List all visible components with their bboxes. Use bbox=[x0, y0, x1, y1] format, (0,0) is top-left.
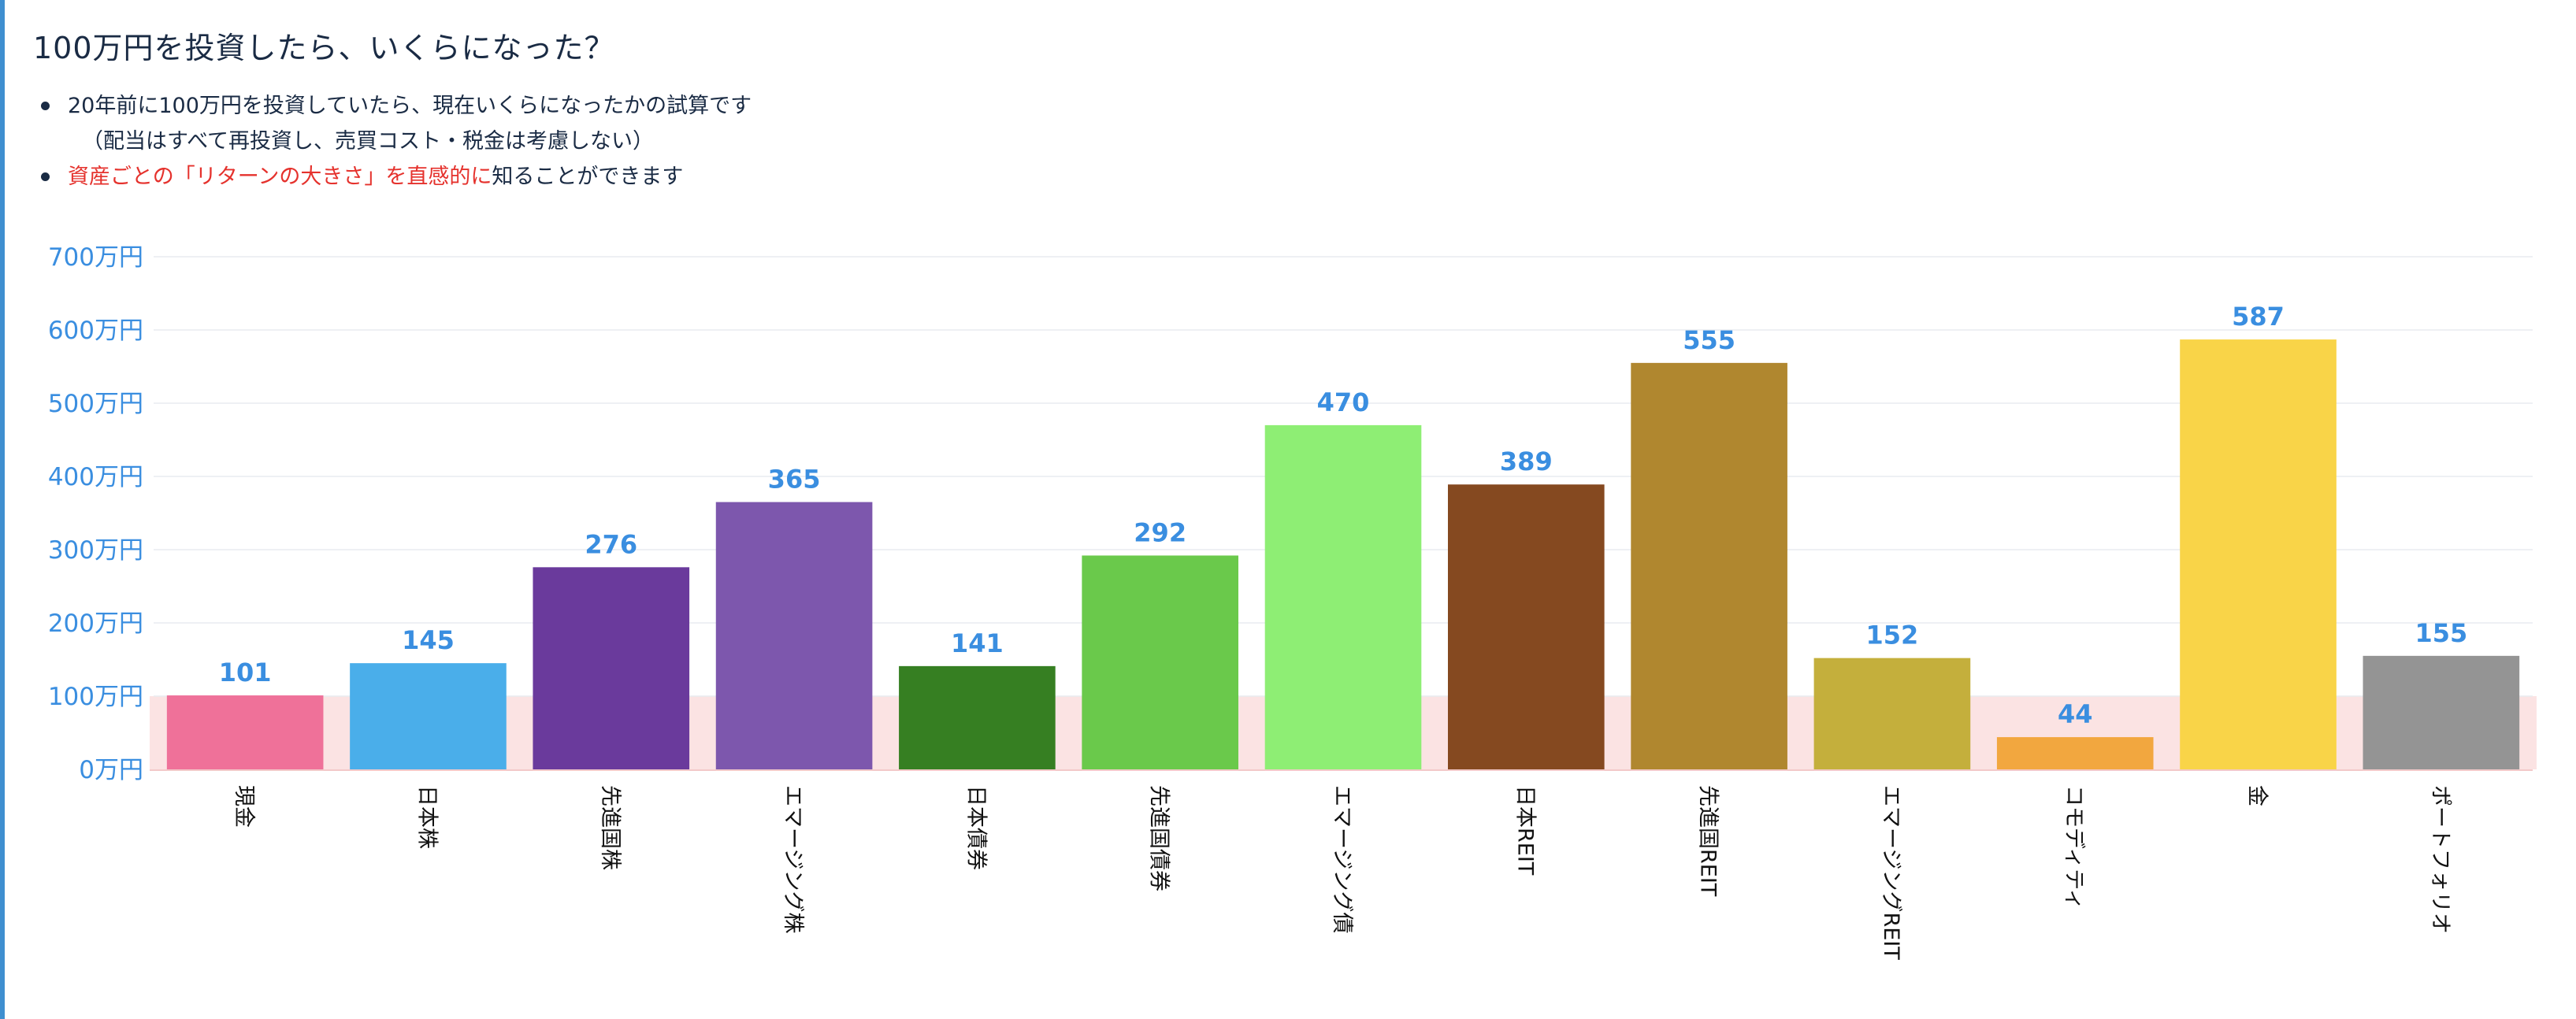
x-tick-label: エマージング株 bbox=[781, 785, 805, 933]
y-tick-label: 400万円 bbox=[48, 463, 143, 491]
x-tick-label: 先進国株 bbox=[598, 785, 622, 870]
bar bbox=[1813, 658, 1971, 769]
x-tick-label: 金 bbox=[2245, 785, 2270, 806]
data-label: 101 bbox=[219, 658, 272, 687]
data-label-layer: 101 145 276 365 141 292 470 389 555 152 44 587 155 bbox=[219, 302, 2467, 729]
data-label: 155 bbox=[2415, 618, 2467, 648]
y-tick-label: 200万円 bbox=[48, 610, 143, 638]
left-accent-rule bbox=[0, 0, 5, 1019]
x-tick-label: 先進国REIT bbox=[1696, 785, 1720, 897]
bar bbox=[2363, 655, 2520, 769]
y-tick-label: 0万円 bbox=[79, 756, 143, 784]
x-tick-label: エマージング債 bbox=[1330, 785, 1354, 933]
x-tick-label: 現金 bbox=[232, 785, 256, 828]
x-tick-label: 日本REIT bbox=[1513, 785, 1537, 876]
x-axis-tick-layer: 現金 日本株 先進国株 エマージング株 日本債券 先進国債券 エマージング債 日本REIT 先進… bbox=[232, 785, 2452, 960]
note-highlight-text: 資産ごとの「リターンの大きさ」を直感的に bbox=[68, 165, 492, 189]
bar bbox=[166, 695, 324, 769]
x-tick-label: 日本株 bbox=[414, 785, 439, 849]
y-tick-label: 700万円 bbox=[48, 243, 143, 272]
notes-list: 20年前に100万円を投資していたら、現在いくらになったかの試算です （配当はす… bbox=[35, 88, 752, 195]
note-text: 20年前に100万円を投資していたら、現在いくらになったかの試算です bbox=[68, 94, 752, 118]
page-title: 100万円を投資したら、いくらになった？ bbox=[33, 31, 615, 65]
x-tick-label: エマージングREIT bbox=[1879, 785, 1903, 960]
data-label: 555 bbox=[1683, 325, 1735, 355]
bar bbox=[1996, 737, 2154, 769]
note-text: 知ることができます bbox=[492, 165, 684, 189]
note-item: 資産ごとの「リターンの大きさ」を直感的に知ることができます bbox=[35, 159, 752, 195]
bar-layer bbox=[166, 339, 2520, 770]
note-item: 20年前に100万円を投資していたら、現在いくらになったかの試算です （配当はす… bbox=[35, 88, 752, 159]
bar bbox=[1264, 424, 1422, 769]
y-tick-label: 100万円 bbox=[48, 683, 143, 711]
data-label: 292 bbox=[1134, 517, 1186, 547]
data-label: 44 bbox=[2058, 699, 2093, 729]
bar bbox=[350, 663, 507, 769]
data-label: 141 bbox=[951, 628, 1004, 658]
bar bbox=[899, 665, 1056, 769]
note-subtext: （配当はすべて再投資し、売買コスト・税金は考慮しない） bbox=[82, 129, 655, 154]
bar bbox=[1447, 484, 1605, 769]
bar bbox=[1082, 555, 1239, 769]
y-tick-label: 300万円 bbox=[48, 536, 143, 565]
data-label: 587 bbox=[2232, 302, 2285, 332]
data-label: 152 bbox=[1866, 621, 1919, 650]
y-tick-label: 500万円 bbox=[48, 390, 143, 418]
y-axis-tick-layer: 0万円 100万円 200万円 300万円 400万円 500万円 600万円 700万円 bbox=[48, 243, 143, 784]
x-tick-label: コモディティ bbox=[2062, 785, 2086, 910]
bar bbox=[715, 502, 873, 769]
bar bbox=[1631, 362, 1787, 770]
bar bbox=[2180, 339, 2337, 770]
bar bbox=[533, 567, 690, 769]
data-label: 389 bbox=[1500, 447, 1553, 476]
data-label: 470 bbox=[1317, 387, 1370, 417]
y-tick-label: 600万円 bbox=[48, 317, 143, 345]
x-tick-label: 先進国債券 bbox=[1147, 785, 1171, 891]
x-tick-label: 日本債券 bbox=[963, 785, 988, 870]
data-label: 276 bbox=[585, 529, 637, 559]
x-tick-label: ポートフォリオ bbox=[2428, 785, 2452, 934]
data-label: 145 bbox=[402, 625, 455, 655]
data-label: 365 bbox=[768, 465, 821, 495]
